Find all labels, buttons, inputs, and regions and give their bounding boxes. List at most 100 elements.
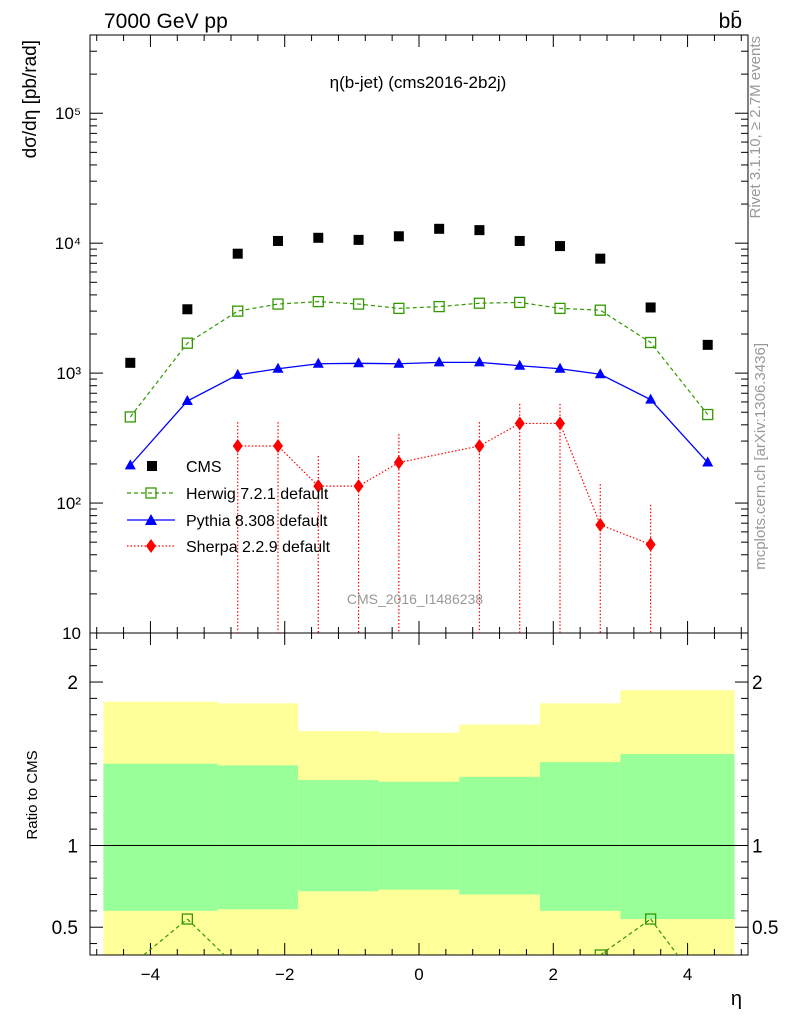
ratio-tick-label-right: 1: [752, 836, 763, 857]
ratio-herwig-line: [599, 918, 651, 955]
herwig-point: [312, 295, 324, 308]
ratio-tick-label-right: 0.5: [752, 918, 778, 939]
cms-point: [595, 253, 606, 264]
sherpa-point: [232, 438, 243, 453]
sherpa-point: [393, 455, 404, 470]
cms-point: [393, 231, 404, 242]
ratio-bands: [103, 690, 735, 955]
legend-marker-cms: [147, 461, 157, 471]
cms-point: [353, 234, 364, 245]
herwig-point: [232, 305, 244, 317]
pythia-point: [702, 456, 714, 467]
y-tick-label-main: 10⁴: [55, 234, 81, 253]
pythia-point: [594, 368, 606, 379]
main-series: [124, 223, 714, 633]
pythia-point: [353, 357, 365, 368]
herwig-point: [473, 297, 486, 309]
ratio-herwig-point: [594, 949, 606, 955]
herwig-point: [272, 298, 284, 310]
herwig-point: [433, 300, 445, 313]
herwig-point: [181, 337, 194, 349]
herwig-line: [129, 301, 709, 418]
cms-point: [313, 232, 324, 243]
pythia-point: [554, 362, 566, 373]
legend-label-sherpa: Sherpa 2.2.9 default: [186, 539, 331, 556]
legend-label-pythia: Pythia 8.308 default: [186, 513, 328, 530]
legend-marker-sherpa: [146, 539, 156, 553]
ratio-herwig-point: [644, 913, 657, 925]
x-tick-label: 4: [683, 965, 692, 984]
ratio-tick-label-left: 0.5: [52, 918, 78, 939]
ratio-tick-label-right: 2: [752, 673, 763, 694]
pythia-point: [645, 393, 657, 404]
sherpa-point: [474, 438, 485, 453]
sherpa-point: [353, 479, 364, 494]
herwig-point: [514, 296, 526, 309]
sherpa-line: [237, 422, 651, 546]
herwig-point: [554, 302, 566, 315]
ratio-band-green: [103, 763, 218, 911]
y-axis-label-ratio: Ratio to CMS: [24, 750, 41, 839]
ratio-tick-label-left: 1: [67, 836, 78, 857]
herwig-point: [124, 411, 136, 423]
ratio-herwig-line: [186, 918, 225, 955]
ratio-herwig-line: [143, 918, 188, 955]
y-tick-label-main: 10²: [56, 494, 81, 513]
cms-point: [273, 235, 283, 246]
x-tick-label: −4: [141, 965, 160, 984]
pythia-point: [272, 362, 284, 373]
energy-label: 7000 GeV pp: [104, 10, 228, 33]
cms-point: [645, 302, 656, 313]
cms-point: [434, 223, 445, 234]
legend-label-cms: CMS: [186, 459, 222, 476]
axes: −4 −2 0 2 4 10 10² 10³ 10⁴ 10⁵ 0.5 0.5 1 1 2 2: [52, 34, 778, 984]
herwig-point: [352, 298, 365, 310]
sherpa-point: [273, 438, 283, 453]
x-tick-label: −2: [275, 965, 294, 984]
cms-point: [182, 304, 193, 315]
herwig-point: [594, 304, 606, 316]
ratio-band-green: [539, 762, 621, 911]
x-tick-label: 0: [414, 965, 423, 984]
y-tick-label-main: 10: [62, 624, 81, 643]
ratio-band-green: [459, 776, 540, 895]
sherpa-point: [595, 517, 606, 532]
pythia-point: [393, 357, 405, 368]
pythia-point: [514, 359, 526, 370]
y-axis-label-main: dσ/dη [pb/rad]: [20, 40, 41, 158]
legend-label-herwig: Herwig 7.2.1 default: [186, 486, 329, 503]
ratio-band-green: [217, 765, 299, 910]
sherpa-point: [514, 416, 525, 431]
ratio-herwig-line: [650, 918, 678, 955]
x-axis-label: η: [731, 988, 742, 1010]
plot-title: η(b-jet) (cms2016-2b2j): [330, 73, 507, 92]
sherpa-point: [645, 537, 656, 552]
herwig-point: [702, 408, 714, 421]
pythia-point: [232, 368, 244, 379]
legend-marker-herwig: [145, 487, 157, 499]
x-tick-label: 2: [549, 965, 558, 984]
cms-point: [125, 357, 136, 368]
pythia-point: [473, 356, 485, 367]
ratio-band-green: [620, 753, 735, 920]
ratio-band-green: [298, 780, 379, 892]
herwig-point: [644, 336, 657, 349]
pythia-point: [181, 395, 193, 406]
y-tick-label-main: 10⁵: [55, 104, 81, 123]
ratio-tick-label-left: 2: [67, 673, 78, 694]
y-tick-label-main: 10³: [56, 364, 81, 383]
pythia-line: [129, 361, 709, 466]
sherpa-point: [313, 479, 324, 494]
mcplots-label: mcplots.cern.ch [arXiv:1306.3436]: [752, 343, 769, 570]
cms-point: [555, 241, 565, 252]
cms-point: [514, 235, 525, 246]
process-label: bb̄: [719, 10, 742, 33]
sherpa-point: [555, 416, 565, 431]
cms-point: [232, 248, 243, 259]
ratio-herwig-point: [181, 913, 194, 925]
ratio-band-green: [378, 781, 460, 890]
pythia-point: [124, 459, 136, 470]
rivet-label: Rivet 3.1.10, ≥ 2.7M events: [747, 36, 764, 219]
ratio-series: [143, 913, 678, 955]
